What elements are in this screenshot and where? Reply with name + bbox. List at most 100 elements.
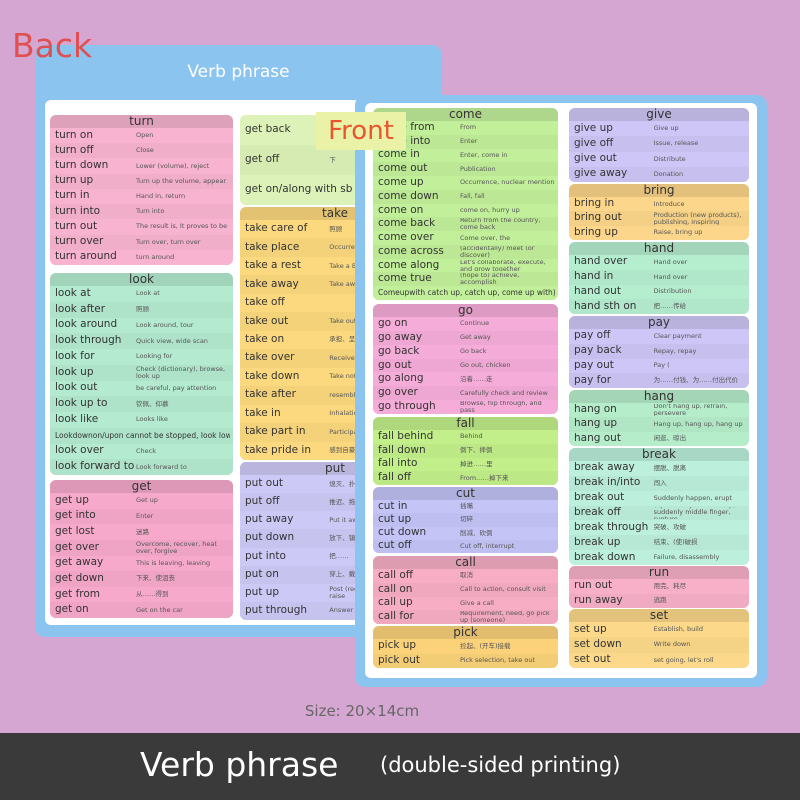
- meaning: Continue: [459, 319, 490, 328]
- phrase: take over: [245, 351, 295, 364]
- meaning: 下来、使沮丧: [136, 574, 175, 583]
- section: pick pick up 捡起、(开车)接载 pick out Pick selecti…: [373, 626, 558, 668]
- phrase: look up to: [55, 397, 108, 410]
- phrase: turn down: [55, 159, 109, 172]
- phrase: take away: [245, 277, 299, 290]
- phrase: pay for: [574, 373, 612, 386]
- meaning: Suddenly happen, erupt: [653, 493, 732, 502]
- meaning: Fall, fall: [459, 192, 485, 201]
- phrase-row: pay for 为……付钱、为……付出代价: [569, 373, 749, 388]
- phrase-row: get over Overcome, recover, heat over, fo…: [50, 539, 233, 557]
- phrase-row: fall into 掉进……里: [373, 457, 558, 473]
- phrase: take pride in: [245, 443, 311, 456]
- phrase-row: look out be careful, pay attention: [50, 380, 233, 398]
- phrase: put away: [245, 513, 294, 526]
- phrase-row: cut down 削减、砍倒: [373, 526, 558, 541]
- section-title: turn: [50, 115, 233, 128]
- phrase-row: hand in Hand over: [569, 269, 749, 286]
- phrase-row: get down 下来、使沮丧: [50, 571, 233, 588]
- phrase: hang up: [574, 417, 618, 430]
- phrase-row: break up 结束、(使)破损: [569, 535, 749, 552]
- phrase: set up: [574, 622, 607, 635]
- phrase: get off: [245, 153, 280, 165]
- phrase-row: turn around turn around: [50, 249, 233, 265]
- meaning: 取消: [459, 571, 473, 580]
- meaning: Overcome, recover, heat over, forgive: [136, 540, 217, 555]
- phrase: fall down: [378, 443, 426, 456]
- phrase: set down: [574, 637, 622, 650]
- section: turn turn on Open turn off Close turn down Low…: [50, 115, 233, 265]
- phrase: set out: [574, 653, 611, 666]
- phrase: pay back: [574, 344, 622, 357]
- section-title: pay: [569, 316, 749, 329]
- phrase: come down: [378, 189, 439, 202]
- meaning: 逃跑: [653, 596, 667, 605]
- section: break break away 摆脱、脱离 break in/into 闯入 break…: [569, 448, 749, 565]
- meaning: 倒下、摔倒: [459, 446, 493, 455]
- meaning: Issue, release: [653, 139, 699, 148]
- phrase: call on: [378, 582, 413, 595]
- section-title: run: [569, 566, 749, 579]
- section-title: give: [569, 108, 749, 121]
- phrase: fall behind: [378, 430, 434, 442]
- phrase: come true: [378, 272, 432, 285]
- section: look look at Look at look after 照顾 look aroun…: [50, 273, 233, 475]
- meaning: 照顾: [329, 224, 343, 233]
- phrase: put off: [245, 495, 280, 508]
- size-label: Size: 20×14cm: [304, 702, 420, 720]
- phrase: give out: [574, 152, 617, 165]
- phrase: look like: [55, 412, 99, 425]
- meaning: Open: [136, 131, 154, 140]
- phrase-row: call for Requirement, need, go pick up (s…: [373, 610, 558, 624]
- meaning: be careful, pay attention: [136, 383, 217, 392]
- phrase-row: look over Check: [50, 443, 233, 461]
- meaning: Quick view, wide scan: [136, 336, 208, 345]
- meaning: This is leaving, leaving: [136, 558, 211, 567]
- phrase: get back: [245, 123, 291, 135]
- phrase: break through: [574, 520, 649, 533]
- section-title: go: [373, 304, 558, 317]
- phrase: get lost: [55, 525, 95, 538]
- meaning: Pay (: [653, 361, 670, 370]
- meaning: Check (dictionary), browse, look up: [136, 365, 226, 380]
- phrase-row: fall behind Behind: [373, 430, 558, 445]
- phrase: come from: [378, 121, 435, 133]
- phrase: look over: [55, 444, 104, 457]
- meaning: Go back: [459, 347, 487, 356]
- meaning: Hang up, hang up, hang up: [653, 419, 743, 428]
- meaning: (Specifically relationship) suddenly mid…: [653, 507, 736, 520]
- phrase-row: look through Quick view, wide scan: [50, 333, 233, 350]
- meaning: Get on the car: [136, 605, 183, 614]
- meaning: Look around, tour: [136, 320, 194, 329]
- meaning: Get away: [459, 333, 491, 342]
- section-title: cut: [373, 487, 558, 500]
- phrase: look up: [55, 365, 94, 378]
- section-title: call: [373, 556, 558, 569]
- phrase-row: come back Return from the country, come b…: [373, 217, 558, 233]
- phrase: take down: [245, 369, 300, 382]
- phrase-row: turn on Open: [50, 128, 233, 145]
- phrase: get over: [55, 540, 99, 553]
- section-title: hand: [569, 242, 749, 255]
- section: give give up Give up give off Issue, release…: [569, 108, 749, 182]
- phrase-row: look at Look at: [50, 286, 233, 303]
- phrase: look for: [55, 349, 95, 362]
- phrase: turn into: [55, 204, 101, 217]
- phrase: come over: [378, 231, 434, 244]
- phrase: get on: [55, 603, 89, 616]
- phrase: give up: [574, 121, 613, 134]
- phrase-row: run out 用完、耗尽: [569, 579, 749, 595]
- meaning: 照顾: [136, 305, 149, 314]
- phrase: take in: [245, 406, 281, 419]
- meaning: Introduce: [653, 199, 685, 208]
- section-title: look: [50, 273, 233, 286]
- section: fall fall behind Behind fall down 倒下、摔倒 fall …: [373, 417, 558, 485]
- meaning: 捡起、(开车)接载: [459, 641, 511, 650]
- phrase: come out: [378, 162, 428, 175]
- meaning: Production (new products), publishing, i…: [653, 212, 742, 225]
- phrase: call off: [378, 569, 414, 581]
- phrase-row: look around Look around, tour: [50, 317, 233, 335]
- meaning: Go out, chicken: [459, 360, 511, 369]
- phrase-row: look forward to Look forward to: [50, 459, 233, 475]
